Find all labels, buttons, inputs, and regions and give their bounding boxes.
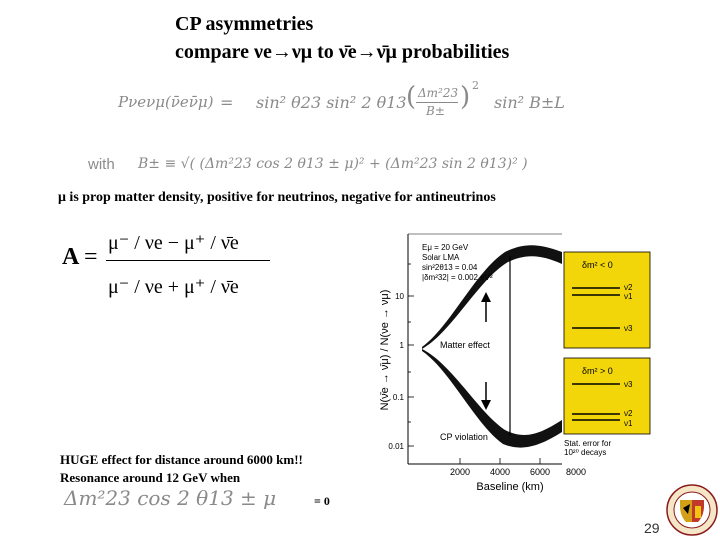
box-bottom-level-1: ν3	[624, 380, 633, 389]
asym-numerator: μ⁻ / νe − μ⁺ / ν̄e	[108, 232, 239, 254]
x-tick-4000: 4000	[490, 467, 510, 477]
stat-error-line1: Stat. error for	[564, 439, 611, 448]
asym-eq: =	[84, 244, 98, 270]
prob-eq: =	[220, 93, 234, 112]
x-tick-2000: 2000	[450, 467, 470, 477]
x-tick-8000: 8000	[566, 467, 586, 477]
legend-line-1: Eμ = 20 GeV	[422, 243, 469, 252]
huge-effect-line2: Resonance around 12 GeV when	[60, 470, 241, 485]
slide-title-line2: compare νe→νμ to ν̄e→ν̄μ probabilities	[175, 41, 510, 63]
stat-error-line2: 10²⁰ decays	[564, 448, 606, 457]
box-bottom-level-2: ν2	[624, 409, 633, 418]
prob-term2: sin² B±L	[494, 93, 565, 112]
slide-title-line1: CP asymmetries	[175, 13, 314, 35]
y-tick-0-1: 0.1	[393, 393, 405, 402]
legend-line-4: |δm²32| = 0.002 eV²	[422, 273, 493, 282]
asym-fraction-bar	[106, 260, 270, 261]
huge-effect-line1: HUGE effect for distance around 6000 km!…	[60, 452, 303, 467]
y-axis-label: N(ν̄e → ν̄μ) / N(νe → νμ)	[379, 290, 391, 411]
prob-term1: sin² θ23 sin² 2 θ13	[256, 93, 407, 112]
baseline-figure: Matter effect CP violation Eμ = 20 GeV S…	[360, 232, 672, 494]
prob-frac-num: Δm²23	[418, 86, 459, 100]
bpm-formula: with B± ≡ √( (Δm²23 cos 2 θ13 ± μ)² + (Δ…	[88, 152, 548, 180]
university-seal-logo	[666, 484, 718, 536]
bpm-definition: B± ≡ √( (Δm²23 cos 2 θ13 ± μ)² + (Δm²23 …	[138, 156, 528, 172]
y-tick-10: 10	[395, 292, 404, 301]
probability-formula: Pνeνμ(ν̄eν̄μ) = sin² θ23 sin² 2 θ13 ( Δm…	[118, 79, 565, 118]
y-tick-1: 1	[400, 341, 405, 350]
box-top-level-1: ν2	[624, 283, 633, 292]
box-top-level-2: ν1	[624, 292, 633, 301]
asymmetry-formula: A = μ⁻ / νe − μ⁺ / ν̄e μ⁻ / νe + μ⁺ / ν̄…	[60, 226, 290, 306]
prob-power: 2	[472, 79, 479, 92]
legend-line-3: sin²2θ13 = 0.04	[422, 263, 478, 272]
asym-A: A	[62, 244, 80, 270]
resonance-formula: Δm²23 cos 2 θ13 ± μ	[64, 486, 277, 510]
box-top-level-3: ν3	[624, 324, 633, 333]
mu-description: μ is prop matter density, positive for n…	[58, 190, 496, 205]
page-number: 29	[644, 520, 660, 536]
cp-violation-label: CP violation	[440, 432, 488, 442]
asym-denominator: μ⁻ / νe + μ⁺ / ν̄e	[108, 276, 239, 298]
matter-effect-label: Matter effect	[440, 340, 490, 350]
x-axis-label: Baseline (km)	[476, 481, 543, 493]
legend-line-2: Solar LMA	[422, 253, 460, 262]
hierarchy-box-normal	[563, 357, 651, 435]
prob-lhs: Pνeνμ(ν̄eν̄μ)	[118, 93, 214, 111]
resonance-suffix: = 0	[314, 494, 330, 508]
hierarchy-box-inverted	[563, 251, 651, 349]
box-bottom-header: δm² > 0	[582, 366, 613, 376]
prob-frac-den: B±	[426, 104, 445, 118]
with-label: with	[88, 156, 115, 173]
x-tick-6000: 6000	[530, 467, 550, 477]
box-bottom-level-3: ν1	[624, 419, 633, 428]
y-tick-0-01: 0.01	[388, 442, 404, 451]
box-top-header: δm² < 0	[582, 260, 613, 270]
